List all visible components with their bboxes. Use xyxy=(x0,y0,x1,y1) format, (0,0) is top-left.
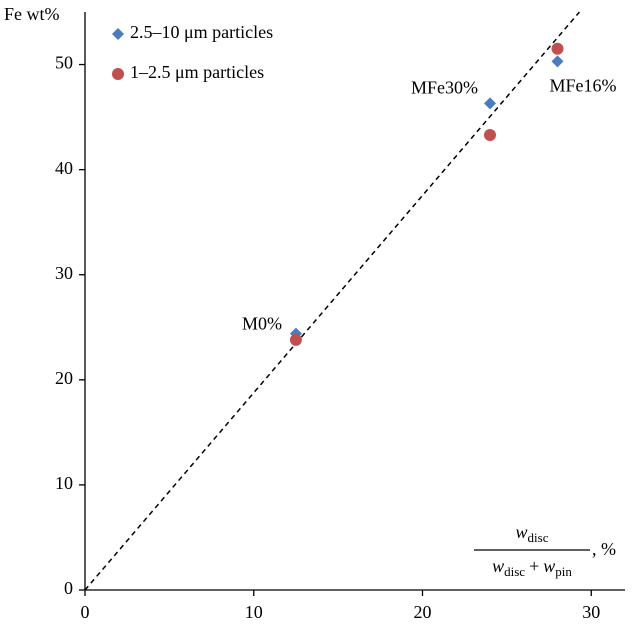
x-label-denominator: wdisc + wpin xyxy=(492,556,572,579)
x-tick-label: 20 xyxy=(414,602,432,622)
legend-label: 2.5–10 μm particles xyxy=(130,22,273,42)
point-label: M0% xyxy=(242,314,282,334)
x-tick-label: 30 xyxy=(582,602,600,622)
y-tick-label: 50 xyxy=(55,53,73,73)
x-tick-label: 0 xyxy=(81,602,90,622)
label-part: disc xyxy=(528,530,549,545)
label-part: w xyxy=(543,556,555,576)
point xyxy=(112,28,124,40)
point-label: MFe30% xyxy=(411,78,478,98)
point xyxy=(484,97,496,110)
y-tick-label: 30 xyxy=(55,263,73,283)
label-part: pin xyxy=(555,564,572,579)
reference-line xyxy=(84,11,581,591)
label-part: w xyxy=(492,556,504,576)
y-tick-label: 10 xyxy=(55,473,73,493)
label-part: w xyxy=(516,522,528,542)
label-part: disc xyxy=(504,564,525,579)
y-tick-label: 40 xyxy=(55,158,73,178)
legend-label: 1–2.5 μm particles xyxy=(130,62,264,82)
label-part: + xyxy=(529,556,539,576)
x-tick-label: 10 xyxy=(245,602,263,622)
x-label-suffix: , % xyxy=(592,539,616,559)
point xyxy=(112,68,124,80)
x-axis-label: wdisc wdisc + wpin , % xyxy=(474,522,616,579)
y-tick-label: 20 xyxy=(55,368,73,388)
point-label: MFe16% xyxy=(550,76,617,96)
point xyxy=(551,55,564,68)
y-axis-label: Fe wt% xyxy=(4,4,60,24)
point xyxy=(551,42,564,55)
y-tick-label: 0 xyxy=(64,578,73,598)
point xyxy=(484,128,496,141)
x-label-numerator: wdisc xyxy=(516,522,549,545)
point xyxy=(289,333,302,346)
